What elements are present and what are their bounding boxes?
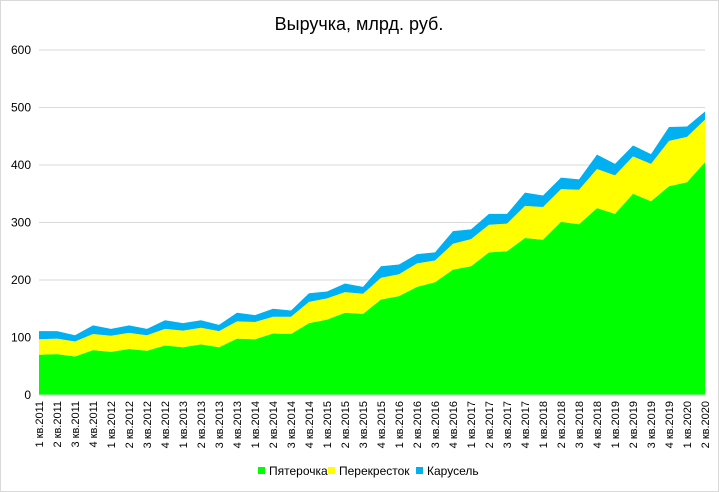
legend-label: Перекресток [339,464,410,478]
x-tick-label: 1 кв.2020 [682,401,694,448]
chart-title: Выручка, млрд. руб. [275,14,444,34]
x-tick-label: 4 кв.2017 [520,401,532,448]
y-tick-label: 200 [11,273,31,287]
x-tick-label: 3 кв.2016 [430,401,442,448]
x-tick-label: 1 кв.2016 [394,401,406,448]
x-tick-label: 3 кв.2018 [574,401,586,448]
x-tick-label: 1 кв.2018 [538,401,550,448]
x-tick-label: 4 кв.2016 [448,401,460,448]
y-axis: 0 100 200 300 400 500 600 [11,43,31,402]
legend-label: Пятерочка [269,464,328,478]
x-tick-label: 3 кв.2013 [214,401,226,448]
area-series-1 [39,162,705,395]
x-tick-label: 1 кв.2012 [106,401,118,448]
x-tick-label: 2 кв.2011 [52,401,64,448]
y-tick-label: 600 [11,43,31,57]
x-tick-label: 4 кв.2014 [304,401,316,448]
x-tick-label: 3 кв.2017 [502,401,514,448]
y-tick-label: 300 [11,216,31,230]
x-tick-label: 4 кв.2013 [232,401,244,448]
x-tick-label: 2 кв.2013 [196,401,208,448]
x-tick-label: 3 кв.2015 [358,401,370,448]
x-tick-label: 3 кв.2014 [286,401,298,448]
x-tick-label: 2 кв.2017 [484,401,496,448]
y-tick-label: 400 [11,158,31,172]
x-tick-label: 4 кв.2012 [160,401,172,448]
y-tick-label: 100 [11,331,31,345]
x-tick-label: 1 кв.2013 [178,401,190,448]
x-tick-label: 3 кв.2019 [646,401,658,448]
x-tick-label: 2 кв.2020 [700,401,712,448]
x-tick-label: 2 кв.2019 [628,401,640,448]
legend-label: Карусель [427,464,479,478]
x-tick-label: 4 кв.2011 [88,401,100,448]
legend-swatch [258,467,265,474]
x-tick-label: 3 кв.2011 [70,401,82,448]
y-tick-label: 500 [11,101,31,115]
x-tick-label: 4 кв.2019 [664,401,676,448]
legend-swatch [328,467,335,474]
x-tick-label: 1 кв.2011 [34,401,46,448]
x-tick-label: 2 кв.2018 [556,401,568,448]
x-tick-label: 4 кв.2018 [592,401,604,448]
x-tick-label: 2 кв.2014 [268,401,280,448]
legend: Пятерочка Перекресток Карусель [258,464,479,478]
x-tick-label: 1 кв.2014 [250,401,262,448]
x-tick-label: 1 кв.2019 [610,401,622,448]
stacked-areas [39,111,705,395]
y-tick-label: 0 [24,388,31,402]
x-tick-label: 3 кв.2012 [142,401,154,448]
x-tick-label: 1 кв.2015 [322,401,334,448]
legend-swatch [416,467,423,474]
x-tick-label: 4 кв.2015 [376,401,388,448]
x-tick-label: 2 кв.2015 [340,401,352,448]
x-tick-label: 1 кв.2017 [466,401,478,448]
x-axis: 1 кв.2011 2 кв.2011 3 кв.2011 4 кв.2011 1 кв… [34,394,712,448]
x-tick-label: 2 кв.2016 [412,401,424,448]
x-tick-label: 2 кв.2012 [124,401,136,448]
